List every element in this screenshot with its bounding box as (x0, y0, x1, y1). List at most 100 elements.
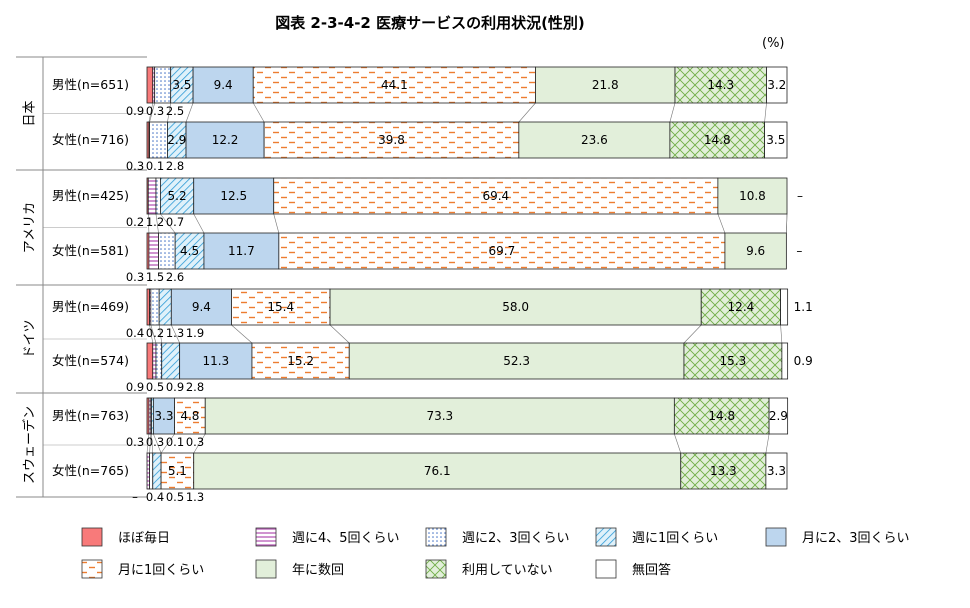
bar-segment (781, 342, 789, 380)
data-label: 2.9 (769, 409, 788, 423)
data-label: 0.4 (126, 326, 144, 340)
data-label: 23.6 (581, 133, 608, 147)
bar-segment (158, 288, 172, 326)
data-label: 69.7 (489, 244, 516, 258)
bar-segment (252, 66, 536, 104)
legend-swatch (425, 527, 447, 547)
data-label: 3.5 (766, 133, 785, 147)
data-label: 14.8 (704, 133, 731, 147)
country-label: アメリカ (23, 202, 38, 253)
connector-line (171, 324, 180, 344)
connector-line (193, 213, 205, 234)
connector-line (160, 433, 175, 454)
bar-segment (329, 288, 702, 326)
data-label: 1.5 (146, 270, 164, 284)
data-label: 0.9 (166, 380, 184, 394)
data-label: 2.6 (166, 270, 184, 284)
data-label: 14.8 (708, 409, 735, 423)
connector-line (329, 324, 350, 344)
legend-swatch (595, 559, 617, 579)
legend-swatch (595, 527, 617, 547)
legend-label: ほぼ毎日 (118, 530, 170, 546)
connector-line (185, 102, 194, 123)
bar-segment (673, 397, 770, 435)
data-label: 0.5 (166, 490, 184, 504)
data-label: 10.8 (739, 189, 766, 203)
bar-segment (348, 342, 685, 380)
connector-line (786, 213, 788, 234)
row-label: 女性(n=765) (52, 463, 129, 478)
data-label: 21.8 (592, 78, 619, 92)
bar-segment (535, 66, 676, 104)
data-label: 3.3 (767, 464, 786, 478)
connector-line (193, 433, 206, 454)
data-label: 1.3 (166, 326, 184, 340)
legend-label: 利用していない (462, 563, 553, 578)
data-label: 3.3 (154, 409, 173, 423)
legend-swatch (765, 527, 787, 547)
connector-line (780, 324, 783, 344)
connector-line (158, 324, 163, 344)
data-label: – (796, 244, 802, 258)
data-label: 58.0 (502, 300, 529, 314)
bar-segment (764, 121, 788, 159)
data-label: 0.3 (126, 270, 144, 284)
connector-line (674, 433, 682, 454)
data-label: 1.9 (186, 326, 204, 340)
connector-line (148, 102, 154, 123)
data-label: – (132, 490, 138, 504)
data-label: 12.5 (220, 189, 247, 203)
bar-segment (518, 121, 671, 159)
connector-line (153, 433, 162, 454)
legend-label: 週に4、5回くらい (292, 531, 400, 546)
connector-line (167, 102, 171, 123)
bar-segment (152, 342, 157, 380)
bar-segment (674, 66, 767, 104)
data-label: 0.7 (166, 215, 184, 229)
bar-segment (278, 232, 726, 270)
bar-segment (155, 342, 163, 380)
bar-segment (161, 342, 181, 380)
data-label: 0.4 (146, 490, 164, 504)
data-label: 1.3 (186, 490, 204, 504)
data-label: 0.9 (126, 380, 144, 394)
bar-segment (149, 452, 154, 490)
data-label: 76.1 (424, 464, 451, 478)
legend-swatch (425, 559, 447, 579)
data-label: 0.3 (126, 159, 144, 173)
data-label: 9.4 (192, 300, 211, 314)
data-label: – (797, 189, 803, 203)
data-label: 1.1 (794, 300, 813, 314)
legend-label: 無回答 (632, 562, 671, 578)
legend-swatch (81, 559, 103, 579)
bar-segment (765, 452, 788, 490)
data-label: 0.3 (186, 435, 204, 449)
data-label: 0.2 (126, 215, 144, 229)
data-label: 5.1 (168, 464, 187, 478)
data-label: 3.5 (172, 78, 191, 92)
data-label: 0.3 (126, 435, 144, 449)
bar-segment (147, 177, 157, 215)
data-label: 14.3 (707, 78, 734, 92)
bar-segment (273, 177, 719, 215)
bar-segment (146, 342, 154, 380)
bar-segment (203, 232, 280, 270)
data-label: 5.2 (168, 189, 187, 203)
bar-segment (768, 397, 789, 435)
bar-segment (179, 342, 253, 380)
country-label: 日本 (23, 100, 38, 126)
country-label: ドイツ (23, 319, 38, 358)
chart-title: 図表 2-3-4-2 医療サービスの利用状況(性別) (275, 14, 585, 32)
row-label: 女性(n=716) (52, 132, 129, 147)
legend-label: 月に2、3回くらい (802, 531, 910, 546)
data-label: 9.6 (746, 244, 765, 258)
data-label: 11.3 (202, 354, 229, 368)
connector-line (149, 324, 154, 344)
data-label: 15.4 (267, 300, 294, 314)
data-label: 0.1 (166, 435, 184, 449)
legend-swatch (81, 527, 103, 547)
bar-segment (700, 288, 781, 326)
connector-line (151, 433, 154, 454)
data-label: 0.9 (126, 104, 144, 118)
data-label: 15.3 (720, 354, 747, 368)
